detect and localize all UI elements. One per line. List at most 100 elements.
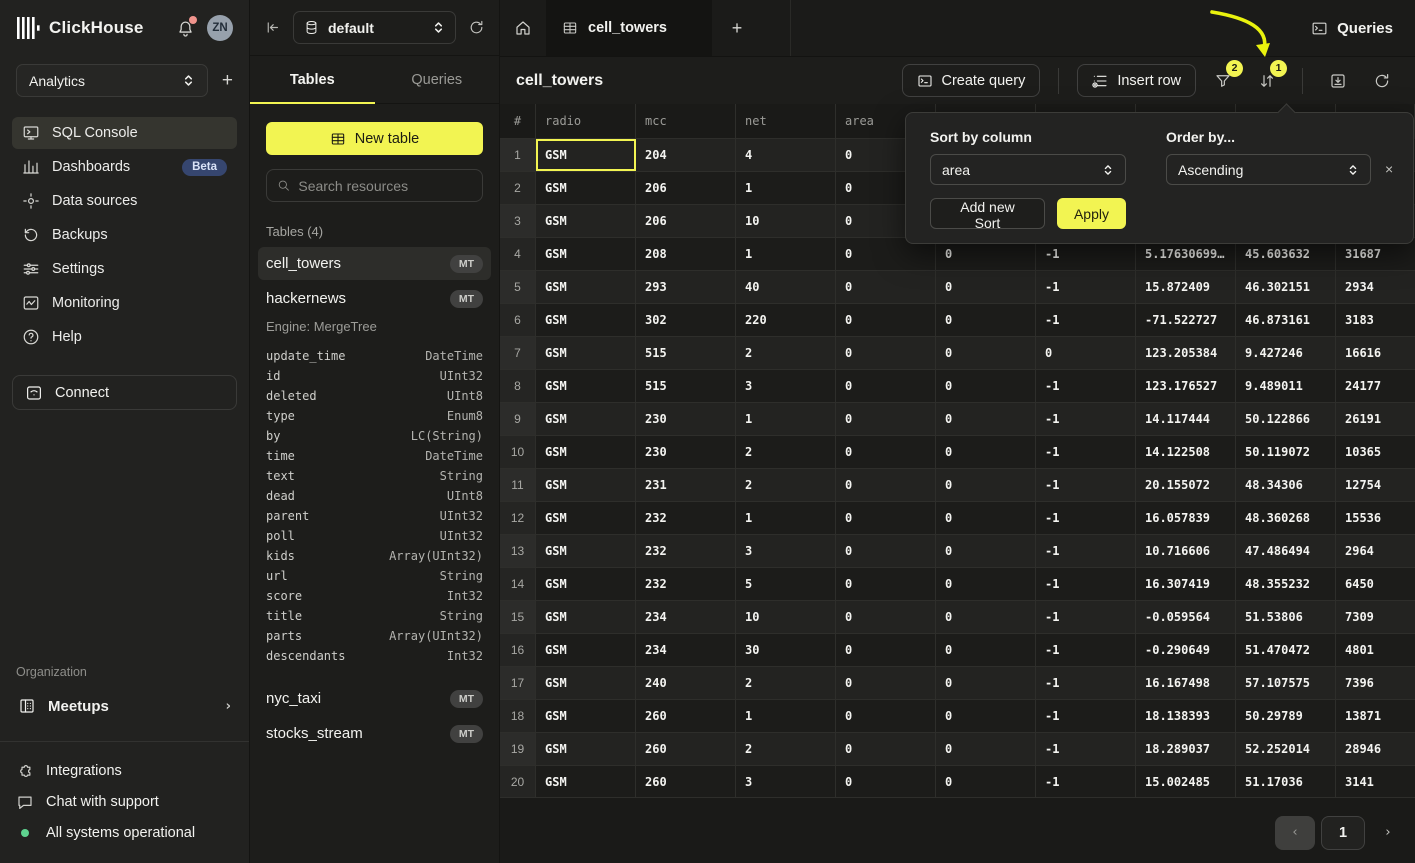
grid-cell[interactable]: 0 <box>936 766 1036 797</box>
grid-cell[interactable]: 232 <box>636 568 736 600</box>
grid-cell[interactable]: 293 <box>636 271 736 303</box>
search-resources[interactable] <box>266 169 483 202</box>
grid-cell[interactable]: GSM <box>536 238 636 270</box>
grid-cell[interactable]: 0 <box>836 535 936 567</box>
grid-cell[interactable]: -0.059564 <box>1136 601 1236 633</box>
grid-cell[interactable]: 0 <box>836 469 936 501</box>
grid-cell[interactable]: 7396 <box>1345 676 1374 690</box>
grid-cell[interactable]: 232 <box>636 502 736 534</box>
grid-cell[interactable]: 0 <box>836 601 936 633</box>
sort-column-select[interactable]: area <box>930 154 1126 185</box>
grid-cell[interactable]: 7309 <box>1345 610 1374 624</box>
grid-cell[interactable]: GSM <box>536 469 636 501</box>
grid-cell[interactable]: GSM <box>536 139 636 171</box>
grid-cell[interactable]: 46.302151 <box>1236 271 1336 303</box>
grid-cell[interactable]: 0 <box>836 733 936 765</box>
grid-cell[interactable]: -1 <box>1036 271 1136 303</box>
grid-cell[interactable]: 515 <box>636 337 736 369</box>
grid-cell[interactable]: 28946 <box>1345 742 1382 756</box>
tab-tables[interactable]: Tables <box>250 56 375 104</box>
notifications-bell-icon[interactable] <box>176 15 197 38</box>
column-header[interactable]: mcc <box>636 104 736 138</box>
grid-cell[interactable]: 50.119072 <box>1236 436 1336 468</box>
table-item-stocks-stream[interactable]: stocks_stream MT <box>258 717 491 750</box>
grid-cell[interactable]: 234 <box>636 634 736 666</box>
download-button[interactable] <box>1321 64 1355 98</box>
grid-cell[interactable]: 14.117444 <box>1136 403 1236 435</box>
grid-cell[interactable]: 15.872409 <box>1136 271 1236 303</box>
grid-cell[interactable]: 0 <box>1036 337 1136 369</box>
grid-cell[interactable]: 1 <box>736 403 836 435</box>
grid-cell[interactable]: -1 <box>1036 469 1136 501</box>
collapse-panel-icon[interactable] <box>264 19 281 36</box>
grid-cell[interactable]: 52.252014 <box>1236 733 1336 765</box>
grid-cell[interactable]: 2964 <box>1345 544 1374 558</box>
grid-cell[interactable]: 231 <box>636 469 736 501</box>
grid-cell[interactable]: 51.470472 <box>1236 634 1336 666</box>
grid-cell[interactable]: -1 <box>1036 436 1136 468</box>
grid-cell[interactable]: 1 <box>736 238 836 270</box>
grid-cell[interactable]: 14.122508 <box>1136 436 1236 468</box>
workspace-selector[interactable]: Analytics <box>16 64 208 97</box>
insert-row-button[interactable]: Insert row <box>1077 64 1196 97</box>
grid-cell[interactable]: 10 <box>736 601 836 633</box>
sort-button[interactable]: 1 <box>1250 59 1287 98</box>
table-item-nyc-taxi[interactable]: nyc_taxi MT <box>258 682 491 715</box>
grid-cell[interactable]: -1 <box>1036 634 1136 666</box>
grid-cell[interactable]: -0.290649 <box>1136 634 1236 666</box>
database-selector[interactable]: default <box>293 11 456 44</box>
grid-cell[interactable]: 0 <box>936 238 1036 270</box>
next-page-button[interactable]: › <box>1385 825 1391 840</box>
grid-cell[interactable]: 31687 <box>1345 247 1382 261</box>
grid-cell[interactable]: 0 <box>836 238 936 270</box>
grid-cell[interactable]: 0 <box>936 304 1036 336</box>
grid-cell[interactable]: 123.176527 <box>1136 370 1236 402</box>
grid-cell[interactable]: 0 <box>836 436 936 468</box>
grid-cell[interactable]: 18.138393 <box>1136 700 1236 732</box>
tab-queries[interactable]: Queries <box>411 71 463 88</box>
queries-button[interactable]: Queries <box>1311 20 1393 37</box>
grid-cell[interactable]: 0 <box>836 667 936 699</box>
filter-button[interactable]: 2 <box>1206 59 1243 98</box>
grid-cell[interactable]: -1 <box>1036 304 1136 336</box>
grid-cell[interactable]: 0 <box>936 403 1036 435</box>
grid-cell[interactable]: 10 <box>736 205 836 237</box>
grid-cell[interactable]: 220 <box>736 304 836 336</box>
grid-cell[interactable]: 51.53806 <box>1236 601 1336 633</box>
current-page[interactable]: 1 <box>1321 815 1365 850</box>
avatar[interactable]: ZN <box>207 15 233 41</box>
grid-cell[interactable]: 57.107575 <box>1236 667 1336 699</box>
grid-cell[interactable]: 206 <box>636 172 736 204</box>
grid-cell[interactable]: 0 <box>836 271 936 303</box>
grid-cell[interactable]: 51.17036 <box>1236 766 1336 797</box>
grid-cell[interactable]: 0 <box>836 634 936 666</box>
remove-sort-icon[interactable]: × <box>1385 161 1394 177</box>
sidebar-item-help[interactable]: Help <box>12 321 237 353</box>
grid-cell[interactable]: 0 <box>836 568 936 600</box>
grid-cell[interactable]: 204 <box>636 139 736 171</box>
grid-cell[interactable]: 50.29789 <box>1236 700 1336 732</box>
grid-cell[interactable]: GSM <box>536 733 636 765</box>
grid-cell[interactable]: GSM <box>536 601 636 633</box>
grid-cell[interactable]: 0 <box>936 535 1036 567</box>
grid-cell[interactable]: 1 <box>736 502 836 534</box>
grid-cell[interactable]: GSM <box>536 667 636 699</box>
system-status[interactable]: All systems operational <box>0 818 249 848</box>
grid-cell[interactable]: 3183 <box>1345 313 1374 327</box>
grid-cell[interactable]: 3 <box>736 535 836 567</box>
grid-cell[interactable]: 208 <box>636 238 736 270</box>
grid-cell[interactable]: 0 <box>836 700 936 732</box>
grid-cell[interactable]: 2 <box>736 436 836 468</box>
grid-cell[interactable]: 260 <box>636 700 736 732</box>
grid-cell[interactable]: 16616 <box>1345 346 1382 360</box>
grid-cell[interactable]: GSM <box>536 436 636 468</box>
grid-cell[interactable]: 5 <box>736 568 836 600</box>
home-button[interactable] <box>500 0 546 56</box>
grid-cell[interactable]: GSM <box>536 634 636 666</box>
grid-cell[interactable]: 0 <box>936 436 1036 468</box>
grid-cell[interactable]: 123.205384 <box>1136 337 1236 369</box>
grid-cell[interactable]: 0 <box>836 370 936 402</box>
grid-cell[interactable]: 10365 <box>1345 445 1382 459</box>
grid-cell[interactable]: 24177 <box>1345 379 1382 393</box>
grid-cell[interactable]: GSM <box>536 172 636 204</box>
